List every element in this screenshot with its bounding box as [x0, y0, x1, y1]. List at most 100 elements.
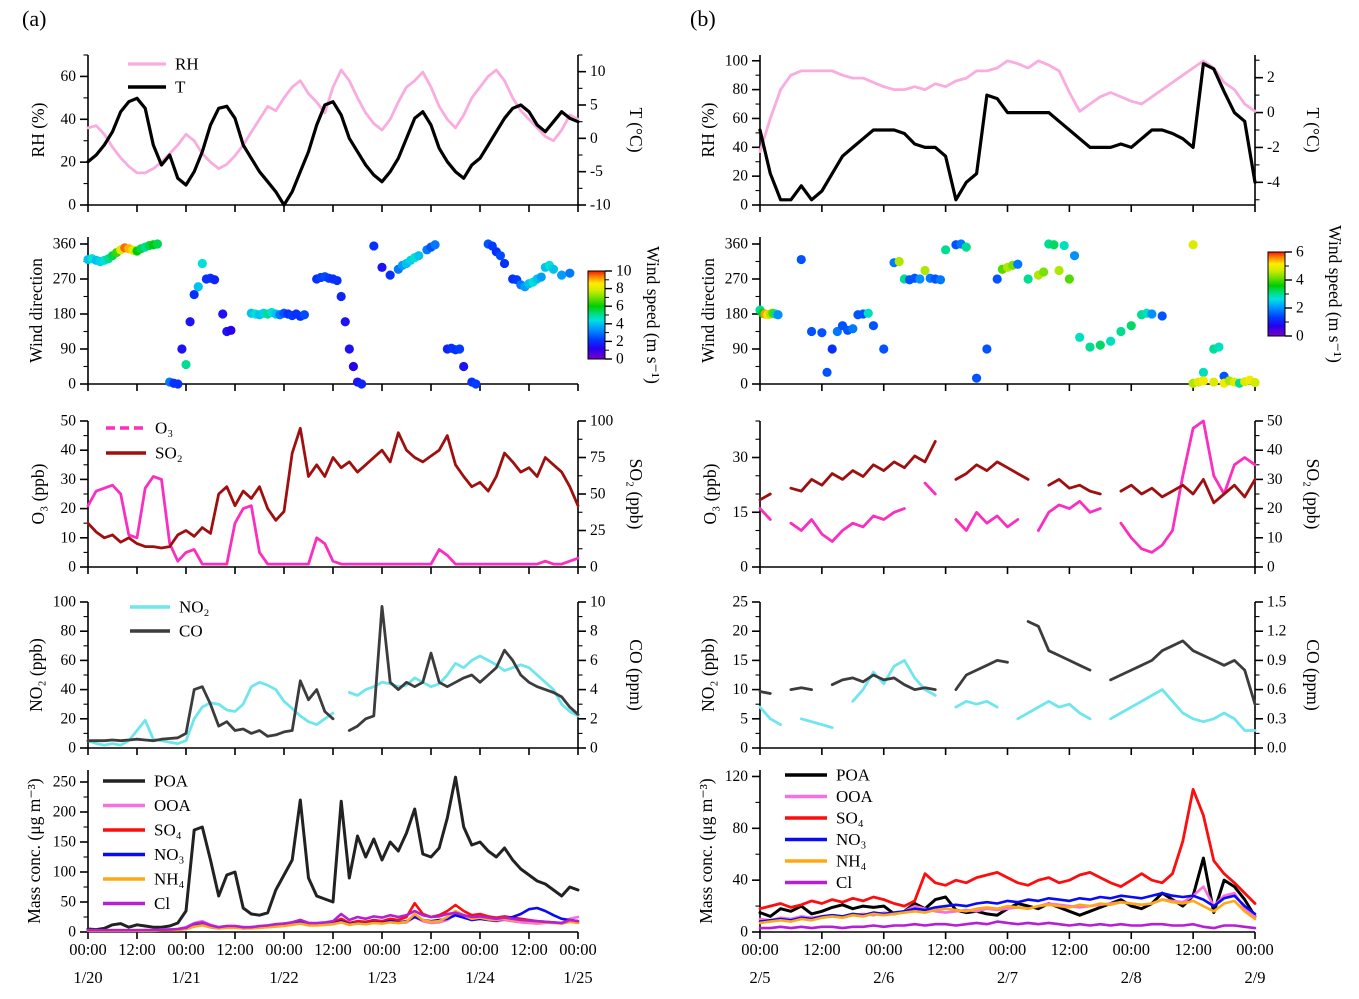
tick-label: 1.5: [1267, 594, 1287, 611]
panel-b-row5: 0 40 80 120 Mass conc. (μg m⁻³) 00:00 2/5 12:00…: [696, 766, 1274, 988]
wind-point: [1106, 336, 1116, 346]
tick-label: 100: [590, 413, 614, 430]
tick-label: 200: [53, 804, 77, 821]
tick-label: 0.9: [1267, 652, 1287, 669]
tick-label: 0.6: [1267, 681, 1287, 698]
axis-label: T (°C): [1303, 107, 1323, 152]
series-SO₂: [758, 440, 1257, 505]
wind-point: [557, 270, 567, 280]
series-T: [86, 96, 580, 207]
wind-point: [193, 282, 203, 292]
tick-label: 2: [590, 710, 598, 727]
tick-label: 120: [725, 768, 749, 785]
tick-label: 360: [725, 236, 749, 253]
axis-label: T (°C): [626, 107, 646, 152]
tick-label: 40: [733, 139, 749, 156]
series-RH: [758, 59, 1257, 153]
panel-a-row3: 0 10 20 30 40 50 O₃ (ppb) 0 25 50 75 100 SO₂ (ppb) O₃…: [28, 413, 646, 576]
tick-label: 30: [733, 449, 749, 466]
wind-point: [1023, 274, 1033, 284]
tick-label: 10: [733, 681, 749, 698]
tick-label: 40: [1267, 442, 1283, 459]
wind-point: [920, 265, 930, 276]
wind-point: [822, 367, 832, 377]
tick-label: 0: [740, 376, 748, 393]
tick-label: 90: [61, 341, 77, 358]
tick-label: 10: [616, 263, 632, 280]
wind-point: [1085, 342, 1095, 352]
tick-label: 90: [733, 341, 749, 358]
tick-label: 20: [61, 710, 77, 727]
tick-label: 0: [68, 559, 76, 576]
wind-point: [377, 262, 387, 272]
tick-label: -5: [590, 163, 603, 180]
legend-label: NO₂: [179, 598, 209, 617]
date-label: 2/9: [1244, 968, 1265, 987]
wind-point: [1095, 340, 1105, 350]
series-O₃: [86, 475, 580, 566]
wind-point: [1214, 342, 1224, 352]
tick-label: 80: [733, 81, 749, 98]
legend-label: NO₃: [154, 845, 185, 864]
wind-point: [982, 344, 992, 354]
tick-label: 8: [590, 623, 598, 640]
wind-point: [1198, 367, 1209, 377]
tick-label: -4: [1267, 174, 1280, 191]
legend-label: Cl: [836, 873, 852, 892]
wind-point: [185, 317, 195, 327]
wind-point: [471, 379, 481, 389]
wind-point: [209, 275, 220, 285]
tick-label: 30: [61, 471, 77, 488]
panel-a-row4: 0 20 40 60 80 100 NO₂ (ppb) 0 2 4 6 8 10 CO (ppm) NO₂ C…: [26, 594, 646, 757]
wind-point: [177, 344, 187, 354]
time-label: 00:00: [741, 940, 779, 959]
wind-point: [961, 242, 971, 252]
tick-label: 40: [733, 872, 749, 889]
time-label: 12:00: [216, 940, 254, 959]
tick-label: 6: [590, 652, 598, 669]
wind-point: [806, 326, 817, 337]
wind-point: [1064, 274, 1074, 284]
legend-label: O₃: [155, 419, 173, 438]
wind-point: [189, 289, 199, 300]
tick-label: 270: [725, 271, 749, 288]
wind-point: [1188, 240, 1198, 250]
axis-label: Wind direction: [26, 258, 46, 363]
tick-label: 1.2: [1267, 623, 1286, 640]
wind-point: [459, 361, 469, 372]
tick-label: 4: [616, 315, 624, 332]
tick-label: 25: [733, 594, 749, 611]
tick-label: 0: [590, 130, 598, 147]
axis-label: SO₂ (ppb): [1303, 459, 1323, 530]
tick-label: 10: [1267, 529, 1283, 546]
tick-label: 4: [590, 681, 598, 698]
wind-point: [340, 317, 350, 327]
axis-label: RH (%): [28, 102, 48, 157]
axis-label: O₃ (ppb): [700, 463, 720, 524]
wind-point: [935, 275, 946, 285]
wind-point: [868, 321, 879, 331]
wind-point: [817, 328, 827, 338]
date-label: 1/21: [171, 968, 200, 987]
legend-label: POA: [154, 772, 189, 791]
tick-label: 50: [61, 894, 77, 911]
tick-label: 20: [61, 500, 77, 517]
tick-label: 250: [53, 774, 77, 791]
panel-a-row5: 0 50 100 150 200 250 Mass conc. (μg m⁻³) 00:00 1…: [24, 770, 597, 987]
tick-label: 0: [740, 924, 748, 941]
legend-label: SO₄: [154, 821, 182, 840]
wind-point: [181, 359, 191, 370]
time-label: 00:00: [265, 940, 303, 959]
tick-label: 50: [61, 413, 77, 430]
tick-label: 60: [61, 68, 77, 85]
tick-label: 20: [1267, 500, 1283, 517]
tick-label: 80: [733, 820, 749, 837]
wind-point: [1116, 326, 1126, 337]
tick-label: 75: [590, 449, 606, 466]
tick-label: -10: [590, 197, 611, 214]
time-label: 00:00: [363, 940, 401, 959]
panel-b-row1: 0 20 40 60 80 100 RH (%) -4 -2 0 2 T (°C): [698, 52, 1323, 213]
panel-b-row4: 0 5 10 15 20 25 NO₂ (ppb) 0.0 0.3 0.6 0.9 1.2 1.5 CO …: [698, 594, 1323, 757]
series-SO₂: [86, 426, 580, 550]
